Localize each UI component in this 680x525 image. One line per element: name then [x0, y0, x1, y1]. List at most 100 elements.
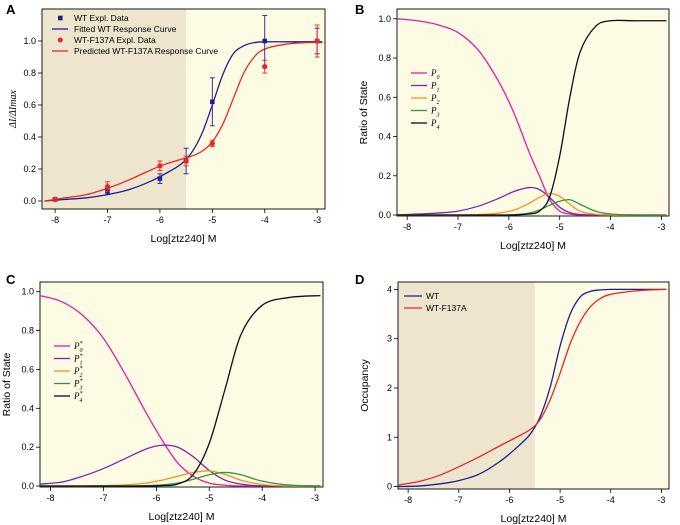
series-line-p4 — [397, 19, 667, 216]
x-axis-title: Log[ztz240] M — [500, 240, 566, 252]
x-tick-label: -7 — [99, 493, 107, 503]
legend-label: P* 3 — [73, 379, 83, 392]
series-line-p1- — [40, 444, 321, 487]
legend-label: P* 4 — [73, 391, 83, 404]
y-tick-label: 1.0 — [21, 287, 34, 297]
series-group — [398, 288, 667, 488]
x-tick-label: -6 — [152, 493, 160, 503]
y-tick-label: 1 — [387, 432, 392, 442]
panel-letter: C — [6, 272, 16, 287]
data-point-circle — [52, 196, 58, 202]
y-tick-label: 0.8 — [23, 68, 36, 78]
legend-label: WT Expl. Data — [74, 13, 129, 23]
y-tick-label: 0.6 — [21, 364, 34, 374]
panel-d: -8 -7 -6 -5 -4 -3 0 1 2 3 4 Log[ztz240] M Occupancy D… — [355, 272, 670, 525]
series-line-p4- — [40, 294, 321, 487]
plot-background — [397, 9, 669, 216]
legend-marker — [58, 15, 63, 21]
legend-label: P2 — [430, 93, 440, 106]
legend-label: P1 — [430, 81, 440, 94]
y-tick-label: 0.6 — [23, 100, 36, 110]
y-axis-title: ΔI/ΔImax — [8, 90, 19, 129]
x-tick-label: -3 — [657, 495, 665, 505]
data-point-circle — [183, 158, 189, 164]
y-tick-label: 0.0 — [21, 481, 34, 491]
y-tick-label: 0.4 — [21, 403, 34, 413]
x-tick-label: -4 — [607, 222, 615, 232]
x-tick-label: -5 — [556, 495, 564, 505]
plot-frame — [397, 281, 670, 490]
panel-a: -8 -7 -6 -5 -4 -3 0.0 0.2 0.4 0.6 0.8 1.0 Log[ztz240… — [6, 2, 326, 245]
data-point-circle — [209, 140, 215, 146]
legend-label: P4 — [430, 118, 440, 131]
legend-label: Fitted WT Response Curve — [74, 24, 177, 34]
legend-label: P* 1 — [73, 354, 83, 367]
x-tick-label: -3 — [313, 215, 321, 225]
x-tick-label: -4 — [607, 495, 615, 505]
y-tick-label: 0.2 — [378, 171, 391, 181]
x-tick-label: -7 — [455, 495, 463, 505]
legend-label: P0 — [430, 68, 440, 81]
data-point-square — [262, 38, 268, 44]
y-tick-label: 0.8 — [378, 53, 391, 63]
x-tick-label: -3 — [311, 493, 319, 503]
y-tick-label: 0.8 — [21, 326, 34, 336]
legend-label: WT-F137A — [426, 303, 467, 313]
x-tick-label: -8 — [51, 215, 59, 225]
x-tick-label: -4 — [261, 215, 269, 225]
x-tick-label: -6 — [156, 215, 164, 225]
y-axis-title: Ratio of State — [358, 81, 370, 145]
series-line-wt-f137a — [398, 288, 667, 486]
y-tick-label: 1.0 — [23, 36, 36, 46]
y-tick-label: 0.2 — [21, 442, 34, 452]
data-point-square — [210, 99, 215, 105]
y-tick-label: 0.6 — [378, 92, 391, 102]
panel-letter: D — [355, 272, 364, 287]
data-point-circle — [262, 64, 268, 70]
x-axis-title: Log[ztz240] M — [151, 233, 217, 245]
x-tick-label: -6 — [505, 222, 513, 232]
y-tick-label: 0.0 — [378, 210, 391, 220]
x-tick-label: -5 — [208, 215, 216, 225]
shaded-region — [398, 282, 535, 489]
x-tick-label: -6 — [505, 495, 513, 505]
x-tick-label: -3 — [657, 222, 665, 232]
x-tick-label: -4 — [258, 493, 266, 503]
legend-label: P* 0 — [73, 341, 83, 354]
y-axis-title: Ratio of State — [1, 353, 13, 417]
y-tick-label: 0.4 — [378, 132, 391, 142]
data-point-square — [157, 176, 163, 181]
y-tick-label: 1.0 — [378, 14, 391, 24]
legend-marker — [57, 37, 63, 43]
legend-label: WT-F137A Expl. Data — [74, 35, 156, 45]
x-tick-label: -7 — [104, 215, 112, 225]
legend-label: WT — [426, 291, 439, 301]
legend-label: Predicted WT-F137A Response Curve — [74, 46, 218, 56]
x-tick-label: -5 — [556, 222, 564, 232]
y-tick-label: 0.4 — [23, 132, 36, 142]
y-tick-label: 0 — [387, 482, 392, 492]
series-group — [40, 294, 321, 487]
series-line-wt — [398, 288, 667, 488]
y-tick-label: 0.2 — [23, 164, 36, 174]
x-tick-label: -8 — [403, 222, 411, 232]
panel-b: -8 -7 -6 -5 -4 -3 0.0 0.2 0.4 0.6 0.8 1.0 Log[ztz240… — [355, 2, 670, 252]
data-point-circle — [157, 163, 163, 169]
y-tick-label: 3 — [387, 334, 392, 344]
plot-frame — [39, 281, 324, 488]
x-tick-label: -5 — [205, 493, 213, 503]
panel-letter: A — [6, 2, 16, 17]
legend-label: P3 — [430, 106, 440, 119]
x-tick-label: -8 — [47, 493, 55, 503]
x-axis-title: Log[ztz240] M — [501, 513, 567, 525]
y-tick-label: 4 — [387, 284, 392, 294]
data-point-circle — [104, 184, 111, 190]
panel-c: -8 -7 -6 -5 -4 -3 0.0 0.2 0.4 0.6 0.8 1.0 Log[ztz240… — [1, 272, 324, 523]
plot-frame — [396, 8, 670, 217]
x-axis-title: Log[ztz240] M — [149, 511, 215, 523]
y-axis-title: Occupancy — [359, 358, 371, 411]
series-group — [397, 18, 667, 216]
x-tick-label: -7 — [454, 222, 462, 232]
legend-label: P* 2 — [73, 366, 83, 379]
